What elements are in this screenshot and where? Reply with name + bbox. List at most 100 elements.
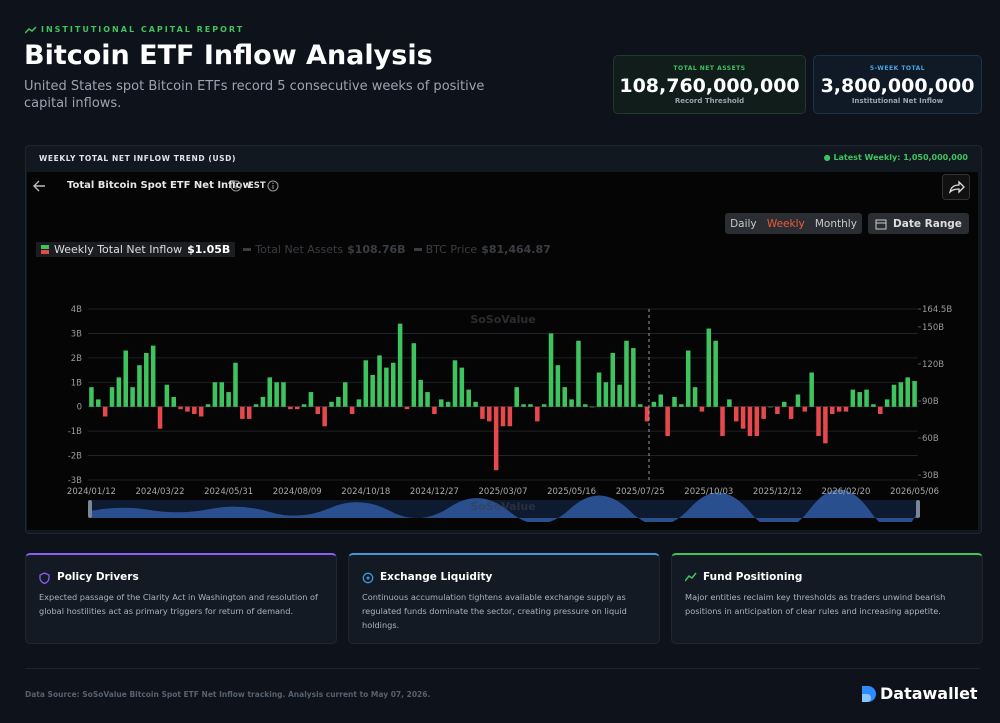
bar [768, 406, 773, 408]
legend-item[interactable]: BTC Price $81,464.87 [413, 243, 551, 256]
bar [535, 406, 540, 422]
bar [226, 392, 231, 407]
y2-tick-label: 90B [922, 397, 939, 407]
bar [823, 406, 828, 444]
bar [548, 333, 554, 407]
watermark: SoSoValue [470, 500, 535, 513]
bar [178, 406, 183, 410]
bar [747, 406, 753, 437]
bar [878, 406, 883, 415]
bar [665, 406, 670, 437]
bar [829, 406, 835, 415]
bar [288, 406, 293, 410]
bar [377, 355, 382, 407]
bar [171, 396, 177, 407]
bar [144, 352, 149, 407]
bar [507, 406, 513, 427]
bar [329, 401, 334, 407]
bar [603, 382, 609, 407]
bar [699, 406, 705, 412]
period-option[interactable]: Weekly [766, 217, 805, 230]
bar [349, 406, 355, 415]
bar [740, 406, 746, 429]
legend-item[interactable]: Total Net Assets $108.76B [243, 243, 406, 256]
y2-tick-label: 30B [922, 471, 939, 481]
bar [754, 406, 760, 437]
navigator-handle[interactable] [88, 500, 92, 518]
x-tick-label: 2025/05/16 [547, 487, 596, 497]
bar [370, 374, 375, 407]
x-tick-label: 2024/12/27 [410, 487, 459, 497]
share-button[interactable] [942, 174, 970, 200]
bar [390, 362, 396, 407]
bar [473, 401, 478, 407]
brand-name: Datawallet [880, 684, 978, 703]
card-title: Policy Drivers [57, 571, 139, 583]
bar [555, 365, 561, 407]
bar [198, 406, 204, 417]
bar [514, 387, 519, 407]
navigator-handle[interactable] [916, 500, 920, 518]
bar [816, 406, 821, 437]
insight-card: Policy Drivers Expected passage of the C… [25, 553, 337, 644]
y-tick-label: 4B [71, 305, 82, 315]
bar [775, 406, 780, 415]
bar [466, 389, 471, 407]
bar [493, 406, 499, 471]
bar [109, 387, 115, 407]
navigator-area [90, 489, 918, 522]
card-title: Exchange Liquidity [380, 571, 493, 583]
bar [727, 399, 732, 407]
card-text: Major entities reclaim key thresholds as… [685, 592, 946, 616]
bar [123, 350, 128, 407]
legend-value: $108.76B [347, 243, 406, 256]
chart: SoSoValue SoSoValue 4B 3B 2B 1B 0 -1B -2B -3B 16… [67, 305, 952, 522]
bar [788, 406, 794, 419]
bar [562, 387, 567, 407]
bar [445, 401, 451, 407]
date-range-button[interactable]: Date Range [868, 213, 969, 234]
legend-value: $81,464.87 [481, 243, 551, 256]
latest-weekly: ● Latest Weekly: 1,050,000,000 [824, 153, 968, 162]
period-option[interactable]: Daily [730, 217, 757, 230]
x-tick-label: 2024/08/09 [273, 487, 322, 497]
insight-card: Fund Positioning Major entities reclaim … [671, 553, 983, 644]
panel-title: WEEKLY TOTAL NET INFLOW TREND (USD) [39, 154, 236, 163]
bar [912, 381, 917, 407]
bar [384, 367, 389, 407]
y-tick-label: -2B [68, 452, 82, 462]
bar [212, 382, 218, 407]
liquidity-icon [362, 572, 374, 584]
bar [322, 406, 327, 427]
bar [342, 382, 348, 407]
info-icon[interactable] [267, 180, 279, 192]
bar [411, 343, 417, 407]
bar [397, 323, 403, 407]
info-icon[interactable] [230, 180, 242, 192]
stat-label: 5-WEEK TOTAL [869, 65, 926, 72]
x-tick-label: 2024/01/12 [67, 487, 116, 497]
bar [596, 372, 602, 407]
title: Bitcoin ETF Inflow Analysis [24, 40, 433, 71]
legend-name: Total Net Assets [255, 243, 344, 256]
y2-tick-label: 120B [922, 360, 944, 370]
bar [425, 392, 430, 407]
bar [137, 365, 142, 407]
back-button[interactable] [32, 179, 48, 193]
bar [706, 328, 712, 407]
x-tick-label: 2026/02/20 [821, 487, 870, 497]
period-option[interactable]: Monthly [814, 217, 857, 230]
bar [267, 377, 273, 407]
y-tick-label: 1B [71, 378, 82, 388]
bar [260, 396, 266, 407]
dot: ● [823, 153, 834, 162]
bar [432, 406, 437, 415]
bar [898, 382, 904, 407]
bar [850, 389, 856, 407]
y2-tick-label: 164.5B [922, 305, 952, 315]
legend-item[interactable]: Weekly Total Net Inflow $1.05B [36, 242, 236, 257]
bar [439, 399, 444, 407]
y2-tick-label: 60B [922, 434, 939, 444]
bar [294, 406, 300, 410]
bar [692, 387, 698, 407]
